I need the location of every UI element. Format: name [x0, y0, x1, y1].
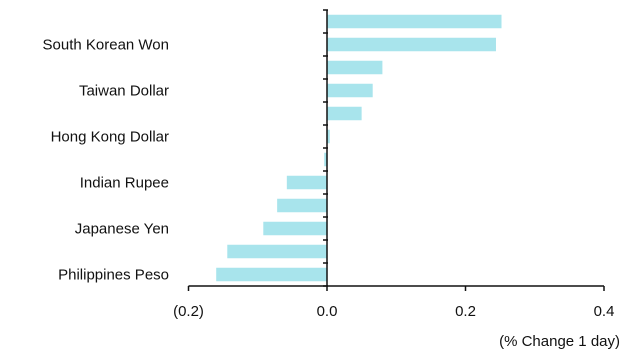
bar-11 [216, 267, 327, 282]
bar-5 [327, 129, 330, 144]
bar-2 [327, 60, 383, 75]
bar-9 [263, 221, 327, 236]
bar-8 [277, 198, 327, 213]
bars-group [216, 14, 502, 282]
x-tick-label: 0.2 [455, 303, 476, 320]
category-label: Philippines Peso [58, 267, 169, 284]
category-label: South Korean Won [43, 37, 169, 54]
axes-group [187, 9, 605, 291]
x-tick-labels: (0.2) 0.0 0.2 0.4 [173, 303, 614, 320]
bar-4 [327, 106, 362, 121]
bar-10 [227, 244, 327, 259]
bar-1 [327, 37, 496, 52]
x-tick-label: 0.4 [594, 303, 615, 320]
category-label: Taiwan Dollar [79, 83, 169, 100]
category-label: Japanese Yen [75, 221, 169, 238]
bar-7 [286, 175, 327, 190]
bar-6 [324, 152, 327, 167]
category-labels: South Korean Won Taiwan Dollar Hong Kong D… [43, 37, 169, 284]
bar-3 [327, 83, 373, 98]
bar-0 [327, 14, 502, 29]
x-tick-label: 0.0 [317, 303, 338, 320]
x-axis-label: (% Change 1 day) [499, 333, 620, 350]
category-label: Indian Rupee [80, 175, 169, 192]
x-tick-label: (0.2) [173, 303, 204, 320]
category-label: Hong Kong Dollar [51, 129, 169, 146]
